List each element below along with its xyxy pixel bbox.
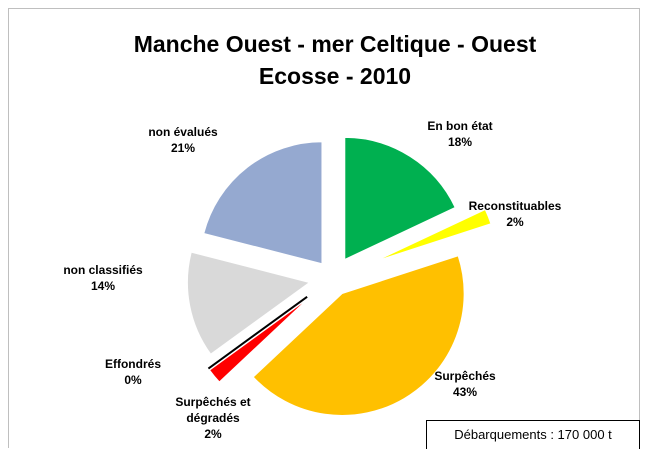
slice-label: Reconstituables (468, 199, 562, 213)
slice-value-label: 14% (90, 279, 116, 293)
slice-label: non classifiés (63, 263, 143, 277)
chart-frame (8, 8, 640, 448)
pie-slice (208, 297, 309, 383)
slice-value-label: 0% (124, 373, 142, 387)
slice-label: Surpêchés (434, 369, 496, 383)
chart-title: Manche Ouest - mer Celtique - Ouest Ecos… (133, 31, 537, 89)
slice-value-label: 18% (447, 135, 473, 149)
pie-slice (186, 251, 311, 355)
slice-label: Effondrés (104, 357, 161, 371)
pie-slice (344, 136, 456, 261)
slice-label: non évalués (148, 125, 218, 139)
annotation: Débarquements : 170 000 t (426, 420, 640, 449)
slice-value-label: 43% (452, 385, 478, 399)
slice-label: Surpêchés et dégradés (175, 395, 251, 425)
slice-value-label: 2% (506, 215, 524, 229)
slice-value-label: 21% (170, 141, 196, 155)
pie-slice (252, 255, 465, 416)
slice-label: En bon état (427, 119, 493, 133)
pie-slice (374, 208, 492, 262)
pie-slice (203, 141, 323, 265)
slice-value-label: 2% (204, 427, 222, 441)
